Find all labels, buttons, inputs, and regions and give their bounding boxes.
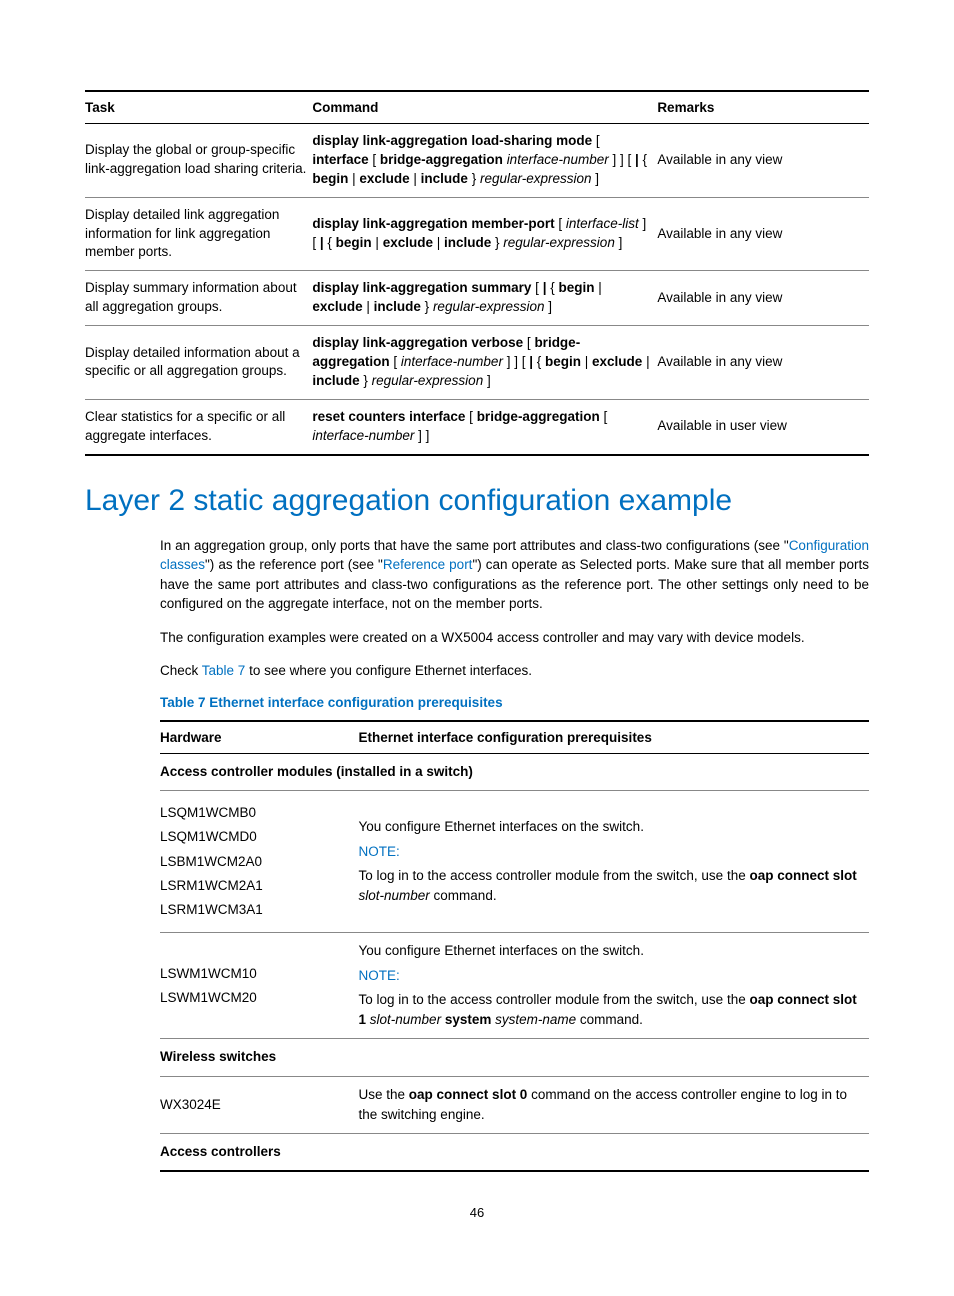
cell-command: display link-aggregation load-sharing mo… bbox=[312, 124, 657, 198]
th-remarks: Remarks bbox=[657, 91, 869, 124]
cell-remarks: Available in any view bbox=[657, 197, 869, 271]
section-title: Layer 2 static aggregation configuration… bbox=[85, 484, 869, 518]
text: To log in to the access controller modul… bbox=[359, 866, 863, 907]
table-row: LSWM1WCM10 LSWM1WCM20 You configure Ethe… bbox=[160, 933, 869, 1039]
group-header: Access controllers bbox=[160, 1134, 869, 1172]
hw-item: LSBM1WCM2A0 bbox=[160, 852, 353, 872]
cell-remarks: Available in user view bbox=[657, 399, 869, 454]
group-header: Wireless switches bbox=[160, 1039, 869, 1076]
table-row: Display detailed link aggregation inform… bbox=[85, 197, 869, 271]
text: Check bbox=[160, 663, 202, 678]
paragraph: In an aggregation group, only ports that… bbox=[160, 536, 869, 614]
note-label: NOTE: bbox=[359, 842, 863, 862]
link-table-7[interactable]: Table 7 bbox=[202, 663, 246, 678]
note-label: NOTE: bbox=[359, 966, 863, 986]
paragraph: The configuration examples were created … bbox=[160, 628, 869, 648]
cell-task: Display detailed information about a spe… bbox=[85, 326, 312, 400]
cell-prereq: You configure Ethernet interfaces on the… bbox=[359, 791, 869, 933]
cell-command: display link-aggregation member-port [ i… bbox=[312, 197, 657, 271]
th-command: Command bbox=[312, 91, 657, 124]
table-row: Display detailed information about a spe… bbox=[85, 326, 869, 400]
command-reference-table: Task Command Remarks Display the global … bbox=[85, 90, 869, 456]
cell-task: Display summary information about all ag… bbox=[85, 271, 312, 326]
table-caption: Table 7 Ethernet interface configuration… bbox=[160, 695, 869, 710]
table-row: Display the global or group-specific lin… bbox=[85, 124, 869, 198]
hw-item: LSRM1WCM3A1 bbox=[160, 900, 353, 920]
cell-remarks: Available in any view bbox=[657, 271, 869, 326]
cell-prereq: You configure Ethernet interfaces on the… bbox=[359, 933, 869, 1039]
table-row: Display summary information about all ag… bbox=[85, 271, 869, 326]
cell-task: Display the global or group-specific lin… bbox=[85, 124, 312, 198]
cell-hardware: LSQM1WCMB0 LSQM1WCMD0 LSBM1WCM2A0 LSRM1W… bbox=[160, 791, 359, 933]
text: To log in to the access controller modul… bbox=[359, 990, 863, 1031]
text: ") as the reference port (see " bbox=[205, 557, 383, 572]
cell-hardware: WX3024E bbox=[160, 1076, 359, 1134]
cell-task: Display detailed link aggregation inform… bbox=[85, 197, 312, 271]
cell-remarks: Available in any view bbox=[657, 326, 869, 400]
hw-item: LSWM1WCM20 bbox=[160, 988, 353, 1008]
hw-item: LSRM1WCM2A1 bbox=[160, 876, 353, 896]
th-hardware: Hardware bbox=[160, 721, 359, 754]
hw-item: LSQM1WCMB0 bbox=[160, 803, 353, 823]
text: In an aggregation group, only ports that… bbox=[160, 538, 789, 553]
hw-item: LSWM1WCM10 bbox=[160, 964, 353, 984]
table-row: Clear statistics for a specific or all a… bbox=[85, 399, 869, 454]
table-row: Access controller modules (installed in … bbox=[160, 753, 869, 790]
cell-command: display link-aggregation verbose [ bridg… bbox=[312, 326, 657, 400]
hardware-prereq-table: Hardware Ethernet interface configuratio… bbox=[160, 720, 869, 1173]
cell-remarks: Available in any view bbox=[657, 124, 869, 198]
text: You configure Ethernet interfaces on the… bbox=[359, 941, 863, 961]
paragraph: Check Table 7 to see where you configure… bbox=[160, 661, 869, 681]
cell-task: Clear statistics for a specific or all a… bbox=[85, 399, 312, 454]
table-row: Access controllers bbox=[160, 1134, 869, 1172]
cell-command: display link-aggregation summary [ | { b… bbox=[312, 271, 657, 326]
table-row: LSQM1WCMB0 LSQM1WCMD0 LSBM1WCM2A0 LSRM1W… bbox=[160, 791, 869, 933]
cell-hardware: LSWM1WCM10 LSWM1WCM20 bbox=[160, 933, 359, 1039]
text: You configure Ethernet interfaces on the… bbox=[359, 817, 863, 837]
text: to see where you configure Ethernet inte… bbox=[245, 663, 532, 678]
table-row: Wireless switches bbox=[160, 1039, 869, 1076]
cell-command: reset counters interface [ bridge-aggreg… bbox=[312, 399, 657, 454]
page-number: 46 bbox=[0, 1205, 954, 1220]
th-prereq: Ethernet interface configuration prerequ… bbox=[359, 721, 869, 754]
link-reference-port[interactable]: Reference port bbox=[383, 557, 473, 572]
cell-prereq: Use the oap connect slot 0 command on th… bbox=[359, 1076, 869, 1134]
table-row: WX3024E Use the oap connect slot 0 comma… bbox=[160, 1076, 869, 1134]
hw-item: LSQM1WCMD0 bbox=[160, 827, 353, 847]
group-header: Access controller modules (installed in … bbox=[160, 753, 869, 790]
th-task: Task bbox=[85, 91, 312, 124]
